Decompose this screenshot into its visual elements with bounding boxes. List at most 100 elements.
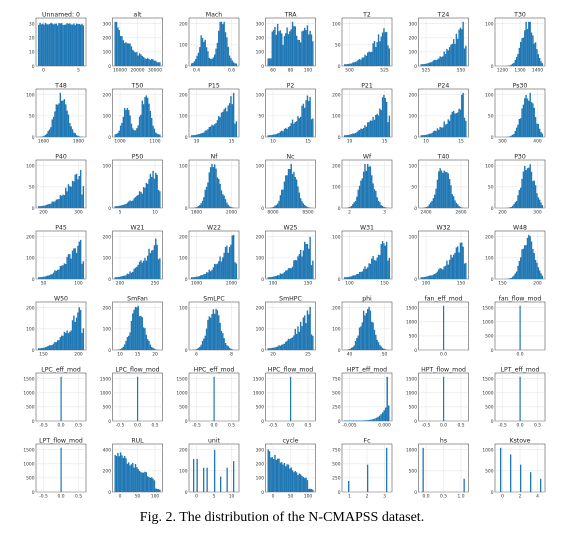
histogram-bar: [306, 243, 309, 279]
histogram-bar: [297, 326, 299, 350]
histogram-bar: [44, 347, 47, 350]
histogram-bar: [230, 348, 232, 350]
histogram-bar: [384, 97, 386, 137]
histogram-bar: [383, 348, 385, 350]
histogram-bar: [444, 171, 447, 208]
histogram-bar: [69, 23, 71, 66]
histogram-bar: [134, 267, 137, 279]
histogram-bar: [537, 54, 539, 66]
histogram-bar: [348, 349, 350, 350]
histogram-bar: [519, 376, 521, 421]
histogram-bar: [538, 128, 541, 137]
histogram-bar: [450, 254, 452, 279]
histogram-bar: [524, 30, 526, 66]
histogram-bar: [424, 207, 426, 208]
histogram-bar: [349, 276, 351, 279]
y-tick-label: 100: [409, 114, 418, 120]
histogram-bar: [54, 23, 56, 66]
histogram-bar: [281, 33, 283, 66]
histogram-bar: [205, 272, 208, 279]
histogram-bar: [50, 274, 52, 279]
histogram-bar: [192, 62, 194, 66]
histogram-bar: [40, 24, 43, 67]
histogram-bar: [287, 127, 290, 137]
histogram-bar: [510, 135, 512, 137]
histogram-bar: [50, 127, 52, 137]
histogram-bar: [218, 315, 220, 350]
histogram-bar: [204, 189, 206, 208]
y-tick-label: 200: [103, 36, 112, 42]
histogram-bar: [356, 196, 358, 208]
histogram-bar: [52, 24, 55, 66]
histogram-bar: [458, 205, 460, 208]
histogram-bar: [142, 472, 145, 492]
histogram-bar: [82, 25, 85, 66]
x-tick-label: 0.0: [440, 423, 447, 429]
panel-title: HPC_flow_mod: [268, 367, 313, 374]
y-tick-label: 0: [491, 490, 494, 496]
y-tick-label: 0: [108, 64, 111, 70]
y-tick-label: 0: [414, 419, 417, 425]
histogram-bar: [309, 236, 311, 279]
x-tick-label: 200: [116, 281, 125, 287]
y-tick-label: 500: [256, 405, 265, 411]
histogram-bar: [361, 57, 363, 66]
histogram-bar: [126, 337, 129, 350]
y-tick-label: 1000: [406, 391, 417, 397]
y-tick-label: 250: [332, 476, 341, 482]
histogram-bar: [304, 204, 306, 208]
histogram-bar: [348, 63, 350, 66]
histogram-bar: [455, 202, 458, 208]
y-tick-label: 0: [414, 135, 417, 141]
histogram-bar: [380, 414, 382, 421]
histogram-bar: [459, 242, 462, 279]
histogram-bar: [368, 166, 370, 208]
histogram-bar: [532, 35, 534, 66]
histogram-bar: [350, 134, 353, 137]
histogram-bar: [510, 206, 512, 208]
histogram-bar: [126, 202, 129, 208]
histogram-bar: [451, 111, 454, 137]
x-tick-label: 15: [305, 139, 311, 145]
histogram-bar: [201, 37, 204, 66]
histogram-bar: [144, 471, 146, 492]
histogram-bar: [122, 40, 125, 66]
histogram-bar: [448, 179, 451, 208]
histogram-bar: [431, 132, 433, 137]
histogram-bar: [47, 204, 49, 208]
x-tick-label: 300: [533, 210, 542, 216]
histogram-bar: [511, 205, 514, 208]
histogram-bar: [134, 130, 137, 137]
histogram-bar: [457, 246, 459, 279]
histogram-bar: [291, 337, 294, 350]
histogram-bar: [299, 321, 302, 350]
histogram-bar: [432, 274, 435, 279]
y-tick-label: 50: [29, 114, 35, 120]
histogram-bar: [375, 334, 377, 350]
x-tick-label: 2600: [455, 210, 466, 216]
x-tick-label: -0.5: [422, 423, 431, 429]
histogram-bar: [50, 22, 52, 66]
histogram-bar: [344, 277, 346, 279]
histogram-bar: [462, 246, 464, 279]
histogram-bar: [268, 348, 271, 350]
histogram-bar: [197, 276, 200, 279]
histogram-bar: [514, 59, 516, 66]
histogram-bar: [195, 59, 197, 66]
y-tick-label: 100: [409, 50, 418, 56]
x-tick-label: 0.0: [211, 423, 218, 429]
histogram-bar: [279, 195, 282, 208]
histogram-bar: [159, 489, 161, 492]
y-tick-label: 1500: [406, 306, 417, 312]
histogram-bar: [130, 201, 133, 208]
histogram-bar: [227, 252, 229, 279]
histogram-bar: [306, 310, 309, 350]
histogram-bar: [377, 254, 380, 279]
histogram-bar: [276, 23, 279, 66]
histogram-bar: [56, 25, 59, 66]
histogram-bar: [458, 252, 460, 279]
histogram-bar: [435, 60, 437, 66]
